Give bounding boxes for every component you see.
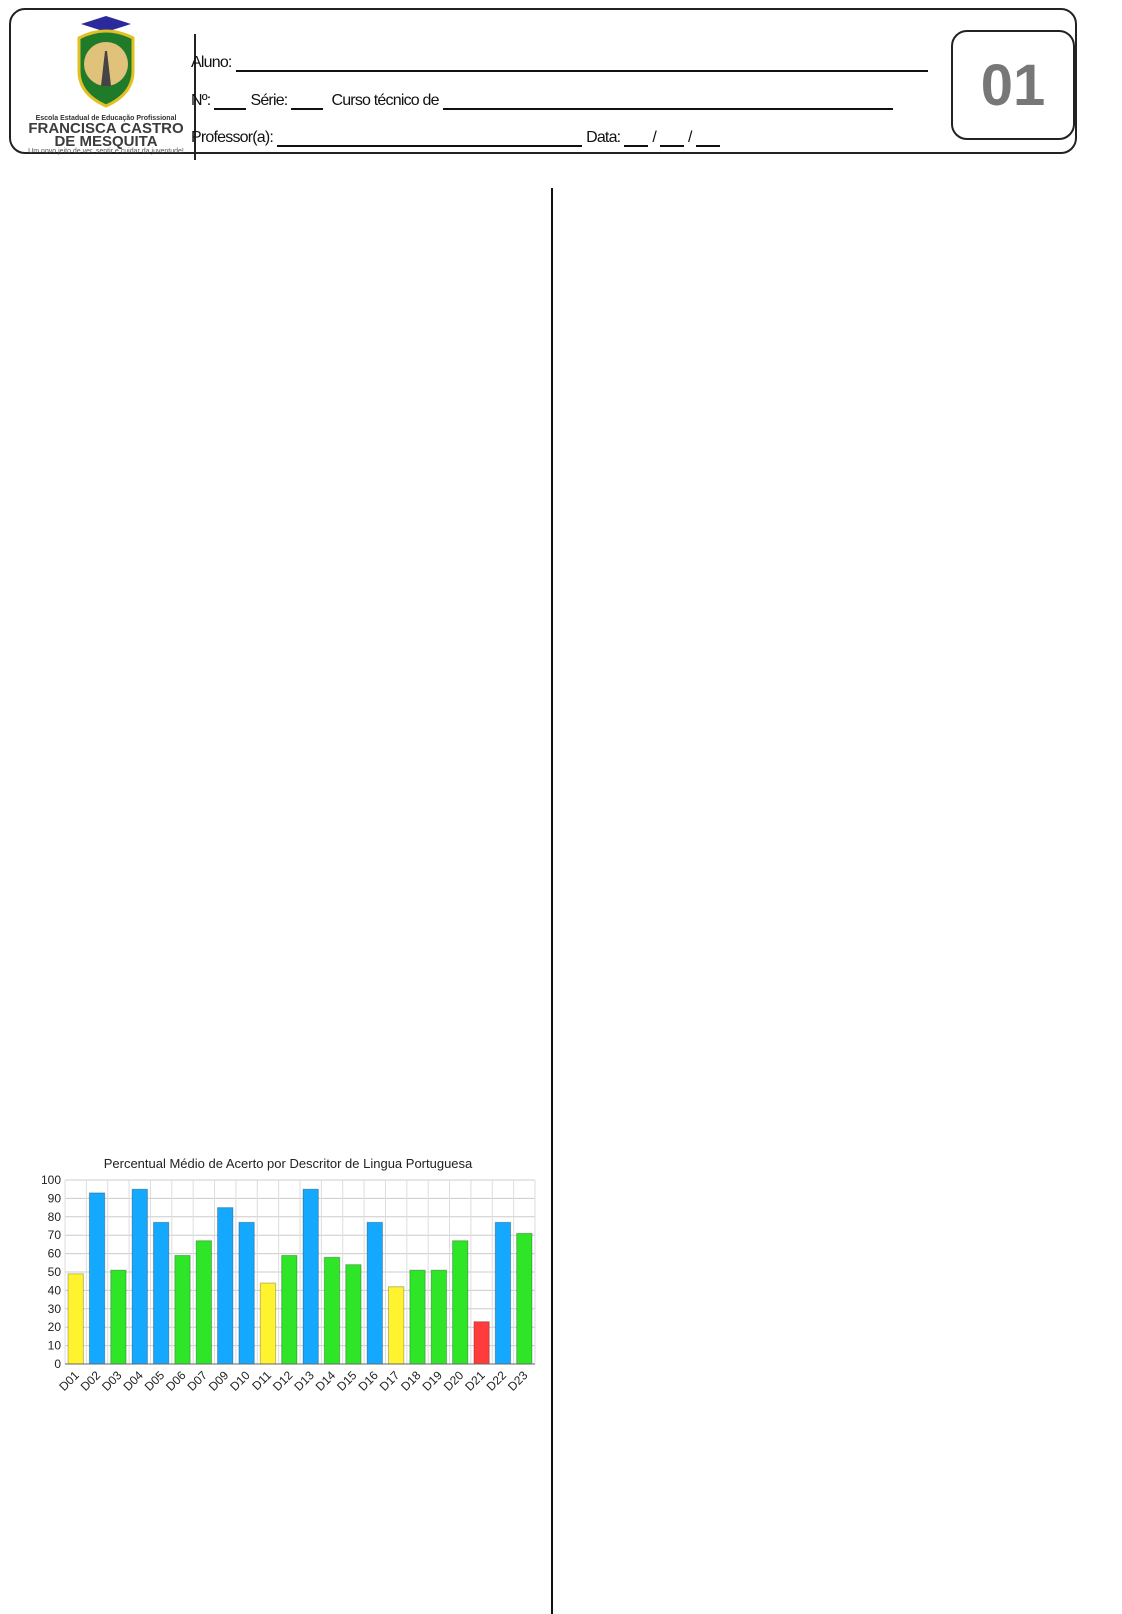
header-box: Escola Estadual de Educação Profissional… [9, 8, 1077, 160]
bar-D01 [67, 1273, 84, 1365]
numero-label: Nº: [191, 92, 211, 109]
bar-D06 [174, 1254, 191, 1365]
bar-D07 [195, 1240, 213, 1365]
bar-D12 [281, 1254, 298, 1365]
bar-D21 [473, 1321, 490, 1365]
bar-D22 [494, 1221, 512, 1365]
x-tick-label: D16 [355, 1368, 381, 1394]
bar-D18 [409, 1269, 426, 1365]
bar-D19 [430, 1269, 448, 1365]
x-tick-label: D09 [206, 1368, 232, 1394]
aluno-blank[interactable] [235, 56, 928, 72]
school-motto: Um novo jeito de ver, sentir e cuidar da… [28, 148, 184, 155]
x-tick-label: D13 [291, 1368, 317, 1394]
y-tick-label: 100 [41, 1173, 61, 1187]
school-crest-icon [77, 16, 135, 108]
professor-label: Professor(a): [191, 129, 274, 146]
professor-data-row: Professor(a): Data: / / [191, 129, 724, 147]
professor-blank[interactable] [277, 131, 583, 147]
bar-D13 [302, 1188, 319, 1365]
y-tick-label: 50 [48, 1265, 62, 1279]
x-tick-label: D03 [99, 1368, 125, 1394]
curso-label: Curso técnico de [331, 92, 439, 109]
x-tick-label: D06 [163, 1368, 189, 1394]
school-name-line1: FRANCISCA CASTRO [28, 120, 184, 137]
y-tick-label: 70 [48, 1228, 62, 1242]
x-tick-label: D21 [462, 1368, 488, 1394]
x-tick-label: D15 [334, 1368, 360, 1394]
aluno-label: Aluno: [191, 54, 232, 71]
date-sep: / [687, 129, 692, 146]
x-tick-label: D20 [441, 1368, 467, 1394]
x-tick-label: D04 [120, 1368, 146, 1394]
x-tick-label: D17 [377, 1368, 403, 1394]
date-sep: / [652, 129, 656, 146]
bar-D11 [259, 1282, 277, 1365]
x-tick-label: D19 [420, 1368, 446, 1394]
x-tick-label: D10 [227, 1368, 253, 1394]
page-number: 01 [951, 30, 1075, 140]
bar-D16 [366, 1221, 383, 1365]
bar-D04 [131, 1188, 148, 1365]
bar-D15 [345, 1264, 362, 1365]
data-label: Data: [586, 129, 621, 146]
x-tick-label: D18 [398, 1368, 424, 1394]
chart-title: Percentual Médio de Acerto por Descritor… [104, 1156, 473, 1171]
serie-label: Série: [250, 92, 288, 109]
bar-D05 [152, 1221, 170, 1365]
y-tick-label: 10 [48, 1339, 62, 1353]
month-blank[interactable] [659, 131, 684, 147]
x-tick-label: D22 [484, 1368, 510, 1394]
x-tick-label: D02 [78, 1368, 104, 1394]
y-tick-label: 0 [54, 1357, 61, 1371]
school-name-line2: DE MESQUITA [54, 133, 158, 150]
bar-D17 [387, 1286, 405, 1365]
bar-D02 [88, 1192, 106, 1365]
x-tick-label: D11 [249, 1368, 274, 1393]
y-tick-label: 60 [48, 1247, 62, 1261]
y-tick-label: 90 [48, 1191, 62, 1205]
y-tick-label: 80 [48, 1210, 62, 1224]
bar-D20 [452, 1240, 469, 1365]
x-tick-label: D12 [270, 1368, 296, 1394]
school-logo: Escola Estadual de Educação Profissional… [21, 16, 191, 156]
x-tick-label: D14 [313, 1368, 339, 1394]
bar-D10 [238, 1221, 255, 1365]
numero-blank[interactable] [214, 94, 247, 110]
bar-D09 [217, 1207, 234, 1365]
year-blank[interactable] [695, 131, 720, 147]
school-subtitle: Escola Estadual de Educação Profissional [35, 115, 177, 122]
bar-chart: Percentual Médio de Acerto por Descritor… [41, 1156, 536, 1394]
x-tick-label: D07 [185, 1368, 211, 1394]
x-tick-label: D01 [56, 1368, 82, 1394]
column-divider [551, 188, 553, 1614]
aluno-field[interactable]: Aluno: [191, 54, 932, 72]
y-tick-label: 30 [48, 1302, 62, 1316]
numero-serie-curso-row: Nº: Série: Curso técnico de [191, 92, 897, 110]
bar-D14 [323, 1256, 341, 1365]
curso-blank[interactable] [442, 94, 893, 110]
bar-D03 [110, 1269, 127, 1365]
x-tick-label: D23 [505, 1368, 531, 1394]
day-blank[interactable] [624, 131, 649, 147]
bar-D23 [516, 1232, 533, 1365]
serie-blank[interactable] [291, 94, 324, 110]
x-tick-label: D05 [142, 1368, 168, 1394]
y-tick-label: 20 [48, 1320, 62, 1334]
header-divider [194, 34, 196, 160]
y-tick-label: 40 [48, 1283, 62, 1297]
